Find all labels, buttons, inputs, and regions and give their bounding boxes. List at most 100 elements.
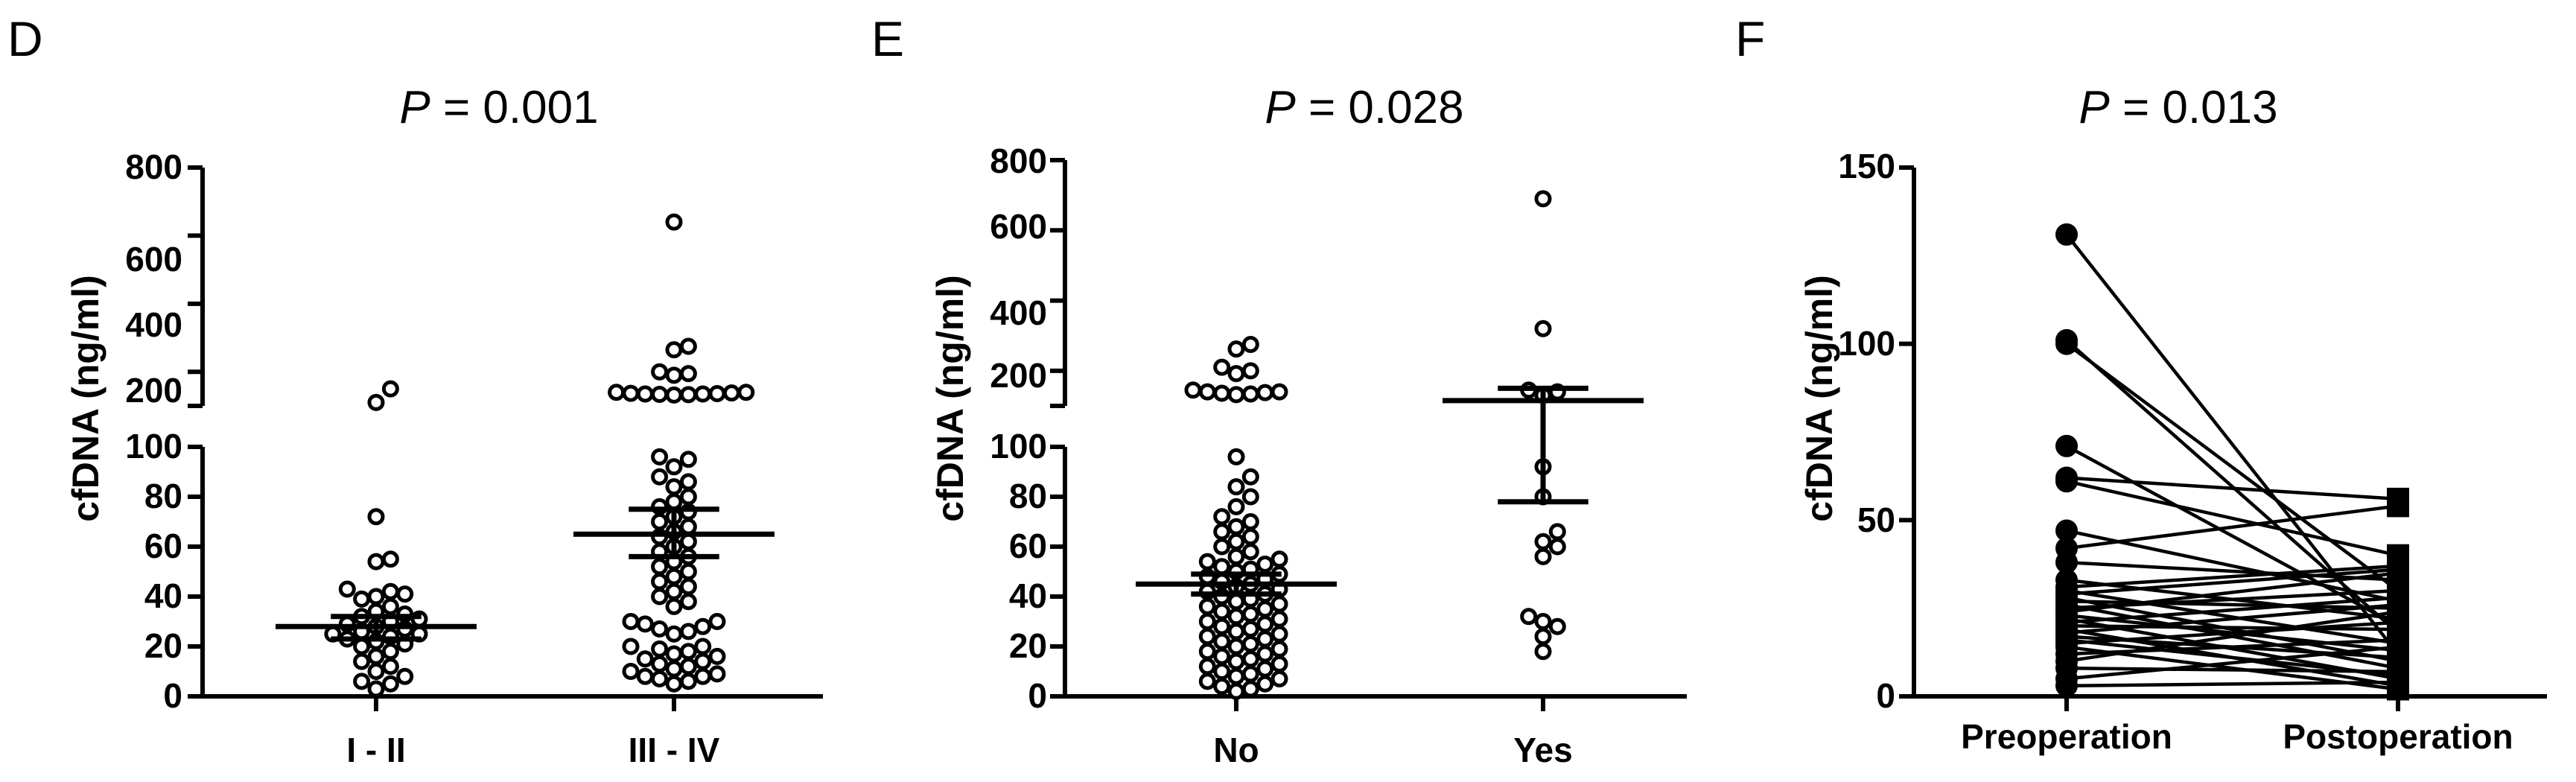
data-point <box>651 573 669 591</box>
tick-label: 40 <box>1009 576 1047 615</box>
data-point <box>1241 513 1259 530</box>
data-point <box>679 643 697 661</box>
pair-line <box>2066 610 2399 663</box>
data-point <box>636 650 654 668</box>
data-point <box>1270 383 1288 401</box>
data-point <box>1184 381 1202 399</box>
data-point <box>665 597 683 615</box>
tick-label: 80 <box>1009 477 1047 515</box>
data-point <box>381 643 399 661</box>
data-point <box>1520 608 1538 626</box>
data-point <box>679 518 697 535</box>
pair-line <box>2065 339 2400 635</box>
category-label-no: No <box>1213 731 1259 769</box>
data-point <box>651 588 669 605</box>
data-point <box>381 582 399 600</box>
data-point <box>367 588 385 605</box>
data-point <box>622 384 640 402</box>
data-point <box>1213 603 1231 620</box>
data-point <box>1241 336 1259 353</box>
panel-e-marks <box>1136 190 1644 700</box>
data-point <box>636 667 654 685</box>
panel-d: D P = 0.001 cfDNA (ng/ml) 200 400 600 80… <box>7 11 823 769</box>
data-point <box>665 625 683 643</box>
data-point <box>1227 547 1245 565</box>
data-point <box>1534 613 1552 630</box>
pair-line <box>2066 568 2399 596</box>
data-point <box>1198 643 1216 661</box>
data-point <box>1548 538 1566 556</box>
pair-line <box>2066 603 2399 635</box>
data-point <box>694 667 712 685</box>
data-point <box>1256 660 1274 678</box>
panel-f-p-number: = 0.013 <box>2110 82 2278 133</box>
pair-line <box>2066 624 2399 632</box>
data-point <box>665 660 683 678</box>
data-point <box>1227 386 1245 404</box>
category-label-iii-iv: III - IV <box>629 731 720 769</box>
data-point <box>1198 553 1216 570</box>
pair-line <box>2066 596 2399 624</box>
data-point <box>665 675 683 693</box>
post-point <box>2387 600 2409 623</box>
data-point <box>338 580 356 598</box>
data-point <box>651 670 669 687</box>
data-point <box>1548 523 1566 541</box>
data-point <box>367 393 385 411</box>
data-point <box>708 613 726 630</box>
data-point <box>1198 673 1216 690</box>
data-point <box>1256 615 1274 633</box>
data-point <box>679 386 697 404</box>
data-point <box>381 597 399 615</box>
data-point <box>396 667 414 685</box>
data-point <box>708 385 726 402</box>
data-point <box>1213 617 1231 635</box>
pair-line <box>2066 560 2399 582</box>
tick-label: 800 <box>125 147 182 186</box>
data-point <box>1548 617 1566 635</box>
tick-label: 50 <box>1857 500 1895 539</box>
data-point <box>1227 518 1245 535</box>
pair-line <box>2066 476 2399 501</box>
data-point <box>1227 608 1245 626</box>
pre-point <box>2055 674 2078 697</box>
panel-e: E P = 0.028 cfDNA (ng/ml) 200 400 600 80… <box>871 11 1687 769</box>
data-point <box>1198 658 1216 675</box>
data-point <box>1534 643 1552 661</box>
data-point <box>651 513 669 530</box>
pair-line <box>2066 480 2399 557</box>
data-point <box>679 365 697 383</box>
panel-f-y-axis-label: cfDNA (ng/ml) <box>1799 275 1840 521</box>
panel-letter-e: E <box>871 11 904 66</box>
data-point <box>1241 528 1259 546</box>
data-point <box>1534 628 1552 646</box>
tick-label: 20 <box>1009 626 1047 665</box>
data-point <box>679 623 697 640</box>
panel-e-p-symbol: P <box>1265 82 1295 133</box>
pre-point <box>2055 223 2078 246</box>
tick-label: 100 <box>125 427 182 465</box>
data-point <box>1227 667 1245 685</box>
data-point <box>1227 682 1245 700</box>
data-point <box>353 638 371 655</box>
data-point <box>1227 448 1245 465</box>
tick-label: 400 <box>990 293 1047 332</box>
category-label-preoperation: Preoperation <box>1961 717 2172 756</box>
post-point <box>2387 671 2409 694</box>
data-point <box>1213 558 1231 576</box>
post-point <box>2387 562 2409 585</box>
data-point <box>1270 655 1288 673</box>
tick-label: 100 <box>1838 324 1895 363</box>
tick-label: 40 <box>144 576 182 615</box>
data-point <box>679 473 697 491</box>
tick-label: 80 <box>144 477 182 515</box>
tick-label: 0 <box>1876 676 1895 715</box>
panel-f-p-value: P = 0.013 <box>2079 82 2277 133</box>
data-point <box>1227 533 1245 550</box>
data-point <box>1241 385 1259 403</box>
data-point <box>679 451 697 468</box>
pair-line <box>2066 571 2399 614</box>
data-point <box>636 615 654 633</box>
data-point <box>679 533 697 550</box>
